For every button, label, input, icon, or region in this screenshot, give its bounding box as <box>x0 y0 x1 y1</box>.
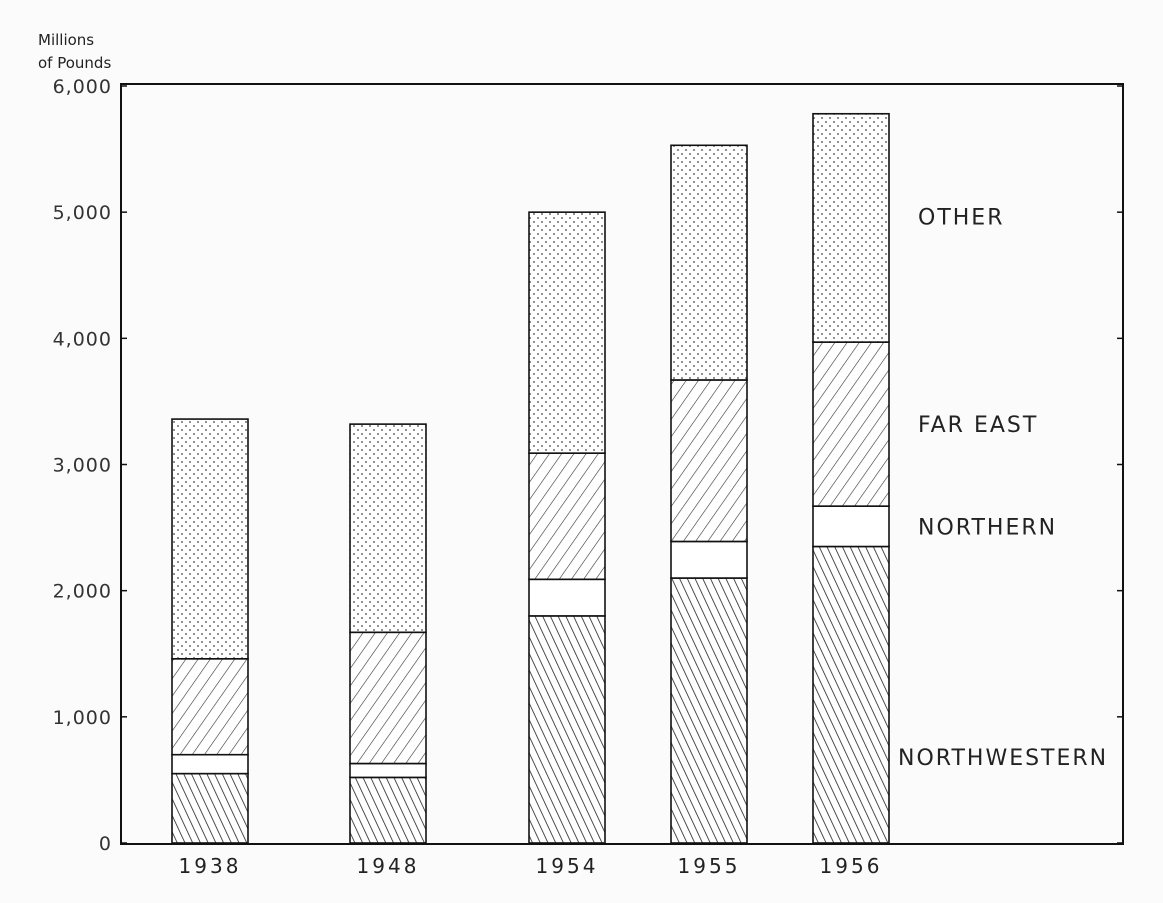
x-tick-label: 1938 <box>179 854 242 878</box>
y-tick-label: 5,000 <box>53 202 112 224</box>
y-tick-label: 3,000 <box>53 455 112 477</box>
bar-segment-other-1955 <box>670 144 748 381</box>
bar-segment-northern-1955 <box>670 540 748 579</box>
series-labels: NORTHWESTERN NORTHERN FAR EAST OTHER <box>898 206 1108 771</box>
bar-segment-far-east-1948 <box>349 631 427 765</box>
x-tick-label: 1956 <box>820 854 883 878</box>
bar-segment-far-east-1954 <box>528 452 606 581</box>
bar-segment-northern-1956 <box>812 505 890 548</box>
y-tick-label: 1,000 <box>53 707 112 729</box>
y-unit-label-line2: of Pounds <box>38 54 111 72</box>
bar-segment-northwestern-1955 <box>670 577 748 844</box>
bar-segment-other-1956 <box>812 112 890 343</box>
y-axis: 0 1,000 2,000 3,000 4,000 5,000 6,000 <box>53 76 1123 855</box>
bar-segment-northern-1948 <box>349 762 427 779</box>
bar-segment-northwestern-1954 <box>528 615 606 844</box>
x-axis: 1938 1948 1954 1955 1956 <box>179 854 883 878</box>
bar-segment-northern-1954 <box>528 578 606 617</box>
bar-segment-other-1948 <box>349 423 427 634</box>
x-tick-label: 1955 <box>678 854 741 878</box>
bars <box>171 112 890 844</box>
y-tick-label: 4,000 <box>53 328 112 350</box>
bar-segment-other-1938 <box>171 418 249 660</box>
y-tick-label: 2,000 <box>53 581 112 603</box>
series-label-far-east: FAR EAST <box>918 413 1038 438</box>
bar-segment-other-1954 <box>528 211 606 454</box>
bar-segment-northwestern-1938 <box>171 772 249 844</box>
y-tick-label: 0 <box>99 833 112 855</box>
plot-frame <box>120 83 1124 845</box>
bar-segment-far-east-1956 <box>812 341 890 507</box>
series-label-northwestern: NORTHWESTERN <box>898 746 1108 771</box>
bar-segment-northwestern-1948 <box>349 776 427 844</box>
x-tick-label: 1948 <box>357 854 420 878</box>
series-label-other: OTHER <box>918 206 1004 231</box>
bar-segment-far-east-1955 <box>670 379 748 543</box>
y-tick-label: 6,000 <box>53 76 112 98</box>
series-label-northern: NORTHERN <box>918 515 1057 540</box>
y-unit-label-line1: Millions <box>38 31 94 49</box>
x-tick-label: 1954 <box>536 854 599 878</box>
bar-segment-northern-1938 <box>171 753 249 775</box>
bar-segment-far-east-1938 <box>171 657 249 756</box>
bar-segment-northwestern-1956 <box>812 545 890 844</box>
